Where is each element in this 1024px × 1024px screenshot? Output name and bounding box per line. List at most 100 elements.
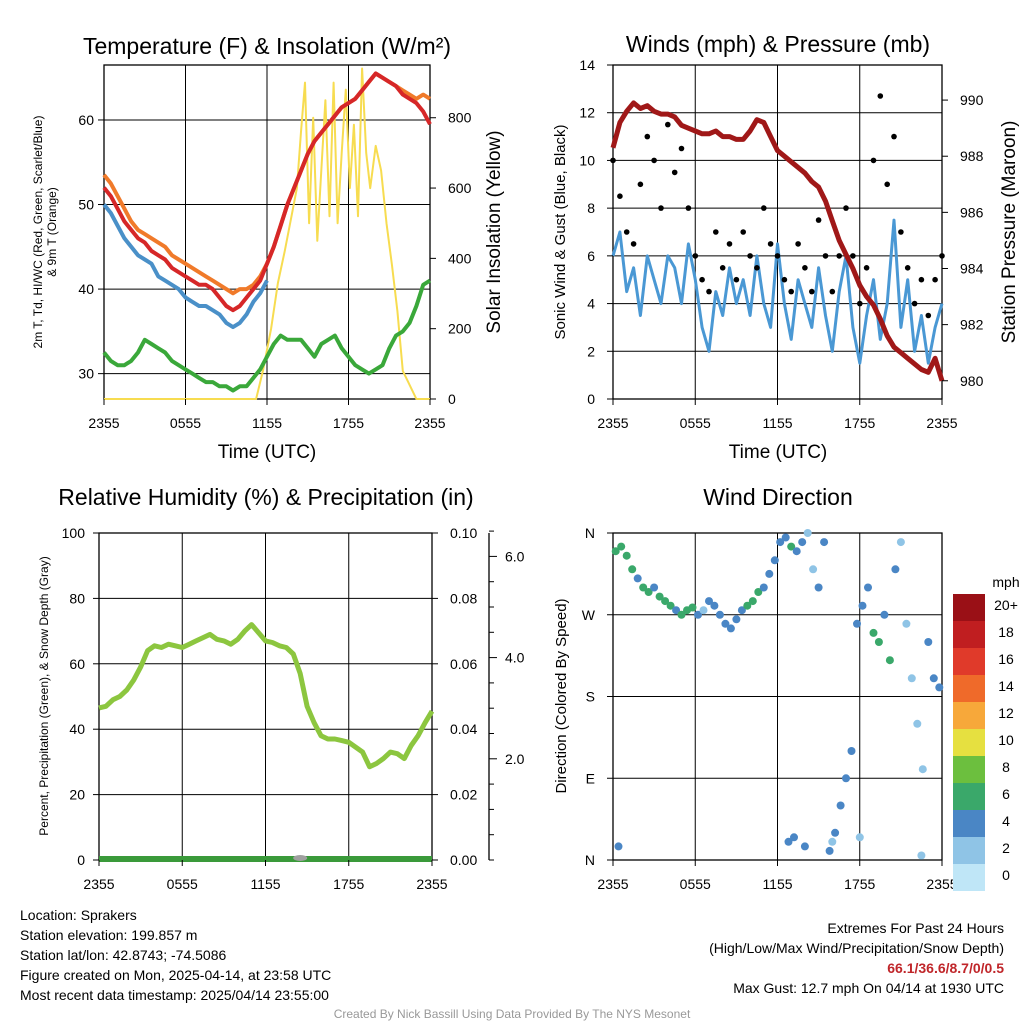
y-right-tick-label: 200 [448,321,472,337]
x-tick-label: 0555 [170,415,201,431]
y-left-tick-label: 0 [77,852,85,868]
legend-label: 16 [998,651,1014,667]
x-tick-label: 2355 [416,876,447,892]
direction-legend-title: mph [992,574,1019,590]
y-right-tick-label: 980 [960,373,984,389]
gust-point [795,241,801,247]
direction-point [913,719,922,728]
gust-point [644,133,651,140]
gust-point [836,253,842,259]
direction-point [781,533,790,542]
gust-point [891,133,897,140]
legend-swatch [953,702,985,729]
station-location: Location: Sprakers [20,907,137,923]
x-tick-label: 1755 [844,876,875,892]
direction-point [885,656,894,665]
gust-point [857,300,863,307]
direction-point [836,801,845,810]
y-right-tick-label: 400 [448,250,472,266]
direction-point [864,583,872,592]
x-tick-label: 2355 [597,876,628,892]
legend-label: 4 [1002,813,1010,829]
direction-point [828,837,837,846]
x-tick-label: 1755 [844,415,875,431]
legend-label: 18 [998,624,1014,640]
x-tick-label: 1155 [762,415,792,431]
humidity-title: Relative Humidity (%) & Precipitation (i… [58,484,473,510]
gust-point [932,276,938,283]
direction-point [792,547,801,556]
direction-point [891,565,900,574]
gust-point [904,265,911,271]
direction-point [896,538,905,547]
direction-point [853,619,861,628]
x-tick-label: 2355 [83,876,114,892]
y-left-tick-label: 4 [587,296,595,312]
direction-point [688,603,697,612]
humidity-panel: Relative Humidity (%) & Precipitation (i… [37,484,525,892]
series-line-insolation [104,67,430,400]
y-left-tick-label: 12 [579,105,595,121]
direction-point [743,601,752,610]
y-right-tick-label: 800 [448,110,472,126]
gust-point [822,253,829,259]
direction-point [929,674,938,683]
temperature-xlabel: Time (UTC) [218,442,317,463]
direction-point [666,601,675,610]
gust-point [877,93,884,99]
y-left-tick-label: 100 [62,525,86,541]
direction-point [809,565,818,574]
y-left-tick-label: 0 [587,391,595,407]
winds-xlabel: Time (UTC) [729,442,828,463]
y-left-tick-label: E [586,770,595,786]
y-left-tick-label: N [585,525,595,541]
direction-point [918,765,927,774]
temperature-ylabel-line2: & 9m T (Orange) [45,187,59,277]
y-left-tick-label: 2 [587,343,595,359]
direction-point [721,619,730,628]
most-recent-timestamp: Most recent data timestamp: 2025/04/14 2… [20,987,329,1003]
y-right-tick-label: 988 [960,148,984,164]
gust-point [939,253,945,259]
direction-point [759,583,768,592]
direction-point [902,619,911,628]
direction-title: Wind Direction [703,484,853,510]
gust-point [815,217,822,223]
series-line-station-pressure [610,100,945,382]
x-tick-label: 2355 [926,876,957,892]
gust-point [617,193,623,199]
y-left-tick-label: N [585,852,595,868]
y-left-tick-label: 60 [69,656,85,672]
legend-label: 14 [998,678,1014,694]
legend-label: 20+ [994,597,1018,613]
direction-point [737,606,746,615]
direction-point [917,851,926,860]
direction-point [726,624,735,633]
gust-point [754,265,760,271]
gust-point [781,276,788,283]
legend-swatch [953,594,985,621]
direction-point [842,774,850,783]
gust-point [658,205,664,211]
extremes-values: 66.1/36.6/8.7/0/0.5 [887,960,1004,976]
direction-point [800,842,809,851]
gust-point [637,181,644,188]
y-left-tick-label: 20 [69,787,85,803]
legend-swatch [953,621,985,648]
direction-point [650,583,659,592]
direction-point [831,828,840,837]
gust-point [623,229,630,235]
direction-point [715,610,724,619]
series-line-sonic-wind [611,218,944,365]
direction-point [855,833,864,842]
y-right-tick-label: 990 [960,92,984,108]
direction-point [790,833,798,842]
temperature-ylabel-right: Solar Insolation (Yellow) [484,130,505,333]
gust-point [671,169,678,176]
y-left-tick-label: 40 [69,721,85,737]
y-left-tick-label: 6 [587,248,595,264]
gust-point [692,253,699,259]
direction-point [825,846,834,855]
x-tick-label: 2355 [597,415,628,431]
snow-depth-tick-label: 2.0 [505,751,525,767]
